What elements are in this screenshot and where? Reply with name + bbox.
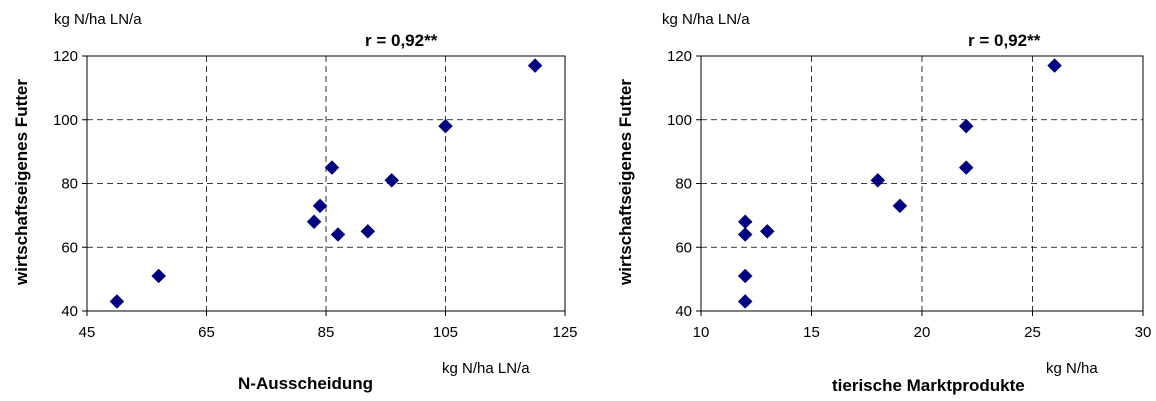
y-axis-title: wirtschaftseigenes Futter	[12, 79, 31, 286]
data-point	[312, 198, 328, 214]
y-unit-label: kg N/ha LN/a	[662, 11, 750, 28]
data-point	[958, 160, 974, 175]
data-point	[737, 294, 753, 309]
x-unit-label: kg N/ha	[1046, 360, 1098, 377]
data-point	[870, 172, 886, 188]
data-point	[737, 268, 753, 284]
x-tick-label: 85	[318, 324, 335, 341]
x-axis-title: tierische Marktprodukte	[832, 376, 1025, 395]
data-point	[737, 214, 753, 230]
x-tick-label: 45	[79, 324, 96, 341]
y-tick-label: 60	[675, 239, 692, 256]
y-tick-label: 120	[53, 48, 78, 65]
y-tick-label: 120	[667, 48, 692, 65]
data-point	[958, 118, 974, 134]
data-point	[759, 223, 775, 239]
chart-left: kg N/ha LN/a r = 0,92** wirtschaftseigen…	[12, 11, 578, 393]
x-tick-label: 15	[803, 324, 820, 341]
plot-area: 40 60 80 100 120 45 65 85 105 125	[53, 48, 578, 341]
data-point	[737, 227, 753, 242]
x-tick-label: 65	[198, 324, 215, 341]
y-tick-label: 80	[675, 176, 692, 193]
data-point	[151, 268, 167, 284]
data-point	[438, 118, 453, 134]
data-point	[306, 214, 322, 230]
data-point	[324, 160, 340, 175]
y-tick-label: 60	[61, 239, 78, 256]
y-unit-label: kg N/ha LN/a	[54, 11, 142, 28]
x-unit-label: kg N/ha LN/a	[442, 360, 530, 377]
y-tick-label: 100	[53, 112, 78, 129]
y-axis-title: wirtschaftseigenes Futter	[616, 79, 635, 286]
data-point	[1047, 58, 1062, 73]
plot-area: 40 60 80 100 120 10 15 20 25 30	[667, 48, 1151, 341]
data-point	[360, 223, 376, 239]
data-point	[892, 198, 908, 214]
data-point	[109, 294, 125, 309]
x-tick-label: 25	[1024, 324, 1041, 341]
data-point	[330, 227, 346, 242]
x-tick-label: 105	[433, 324, 458, 341]
data-point	[527, 58, 543, 73]
x-tick-label: 30	[1135, 324, 1152, 341]
x-axis-title: N-Ausscheidung	[238, 374, 373, 393]
x-tick-label: 10	[693, 324, 710, 341]
y-tick-label: 40	[61, 303, 78, 320]
x-tick-label: 20	[914, 324, 931, 341]
y-tick-label: 80	[61, 176, 78, 193]
y-tick-label: 40	[675, 303, 692, 320]
chart-right: kg N/ha LN/a r = 0,92** wirtschaftseigen…	[616, 11, 1151, 395]
y-tick-label: 100	[667, 112, 692, 129]
x-tick-label: 125	[552, 324, 577, 341]
data-point	[384, 172, 400, 188]
correlation-annotation: r = 0,92**	[968, 31, 1041, 50]
correlation-annotation: r = 0,92**	[365, 31, 438, 50]
